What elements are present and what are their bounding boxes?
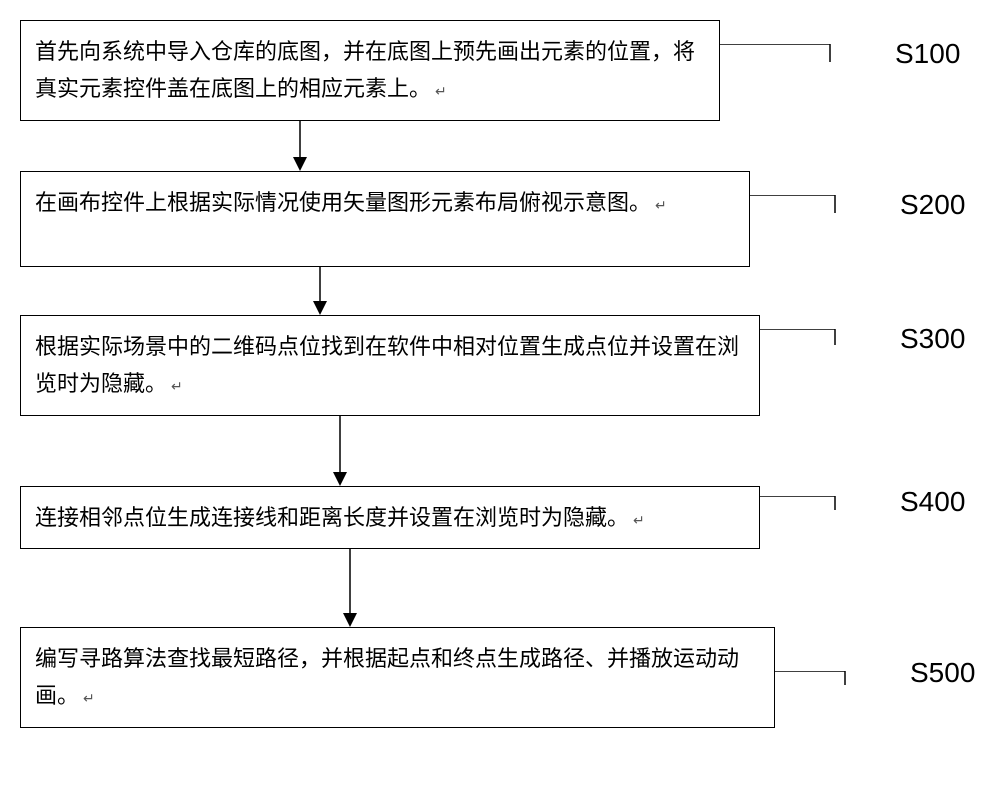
flow-step-s200: 在画布控件上根据实际情况使用矢量图形元素布局俯视示意图。↵ S200 [20,171,980,267]
flow-step-s500: 编写寻路算法查找最短路径，并根据起点和终点生成路径、并播放运动动画。↵ S500 [20,627,980,728]
label-connector [720,44,834,66]
arrow-down-icon [300,267,340,315]
flow-arrow [20,121,980,171]
return-mark-icon: ↵ [435,83,447,99]
flow-arrow [20,416,980,486]
step-text: 连接相邻点位生成连接线和距离长度并设置在浏览时为隐藏。 [35,505,629,530]
flow-arrow [20,549,980,627]
step-box: 首先向系统中导入仓库的底图，并在底图上预先画出元素的位置，将真实元素控件盖在底图… [20,20,720,121]
step-text: 在画布控件上根据实际情况使用矢量图形元素布局俯视示意图。 [35,190,651,215]
step-label: S300 [900,323,965,355]
label-connector [750,195,839,217]
label-connector [760,496,839,514]
step-label: S100 [895,38,960,70]
return-mark-icon: ↵ [171,378,183,394]
step-label: S400 [900,486,965,518]
step-label: S200 [900,189,965,221]
return-mark-icon: ↵ [633,512,645,528]
step-text: 首先向系统中导入仓库的底图，并在底图上预先画出元素的位置，将真实元素控件盖在底图… [35,39,695,101]
step-box: 编写寻路算法查找最短路径，并根据起点和终点生成路径、并播放运动动画。↵ [20,627,775,728]
flow-step-s100: 首先向系统中导入仓库的底图，并在底图上预先画出元素的位置，将真实元素控件盖在底图… [20,20,980,121]
label-connector [775,671,849,689]
step-text: 编写寻路算法查找最短路径，并根据起点和终点生成路径、并播放运动动画。 [35,646,739,708]
label-connector [760,329,839,349]
flow-step-s400: 连接相邻点位生成连接线和距离长度并设置在浏览时为隐藏。↵ S400 [20,486,980,549]
step-label: S500 [910,657,975,689]
flow-step-s300: 根据实际场景中的二维码点位找到在软件中相对位置生成点位并设置在浏览时为隐藏。↵ S… [20,315,980,416]
arrow-down-icon [330,549,370,627]
arrow-down-icon [280,121,320,171]
step-box: 根据实际场景中的二维码点位找到在软件中相对位置生成点位并设置在浏览时为隐藏。↵ [20,315,760,416]
flowchart-container: 首先向系统中导入仓库的底图，并在底图上预先画出元素的位置，将真实元素控件盖在底图… [20,20,980,728]
step-box: 连接相邻点位生成连接线和距离长度并设置在浏览时为隐藏。↵ [20,486,760,549]
arrow-down-icon [320,416,360,486]
step-box: 在画布控件上根据实际情况使用矢量图形元素布局俯视示意图。↵ [20,171,750,267]
flow-arrow [20,267,980,315]
return-mark-icon: ↵ [655,197,667,213]
step-text: 根据实际场景中的二维码点位找到在软件中相对位置生成点位并设置在浏览时为隐藏。 [35,334,739,396]
return-mark-icon: ↵ [83,690,95,706]
